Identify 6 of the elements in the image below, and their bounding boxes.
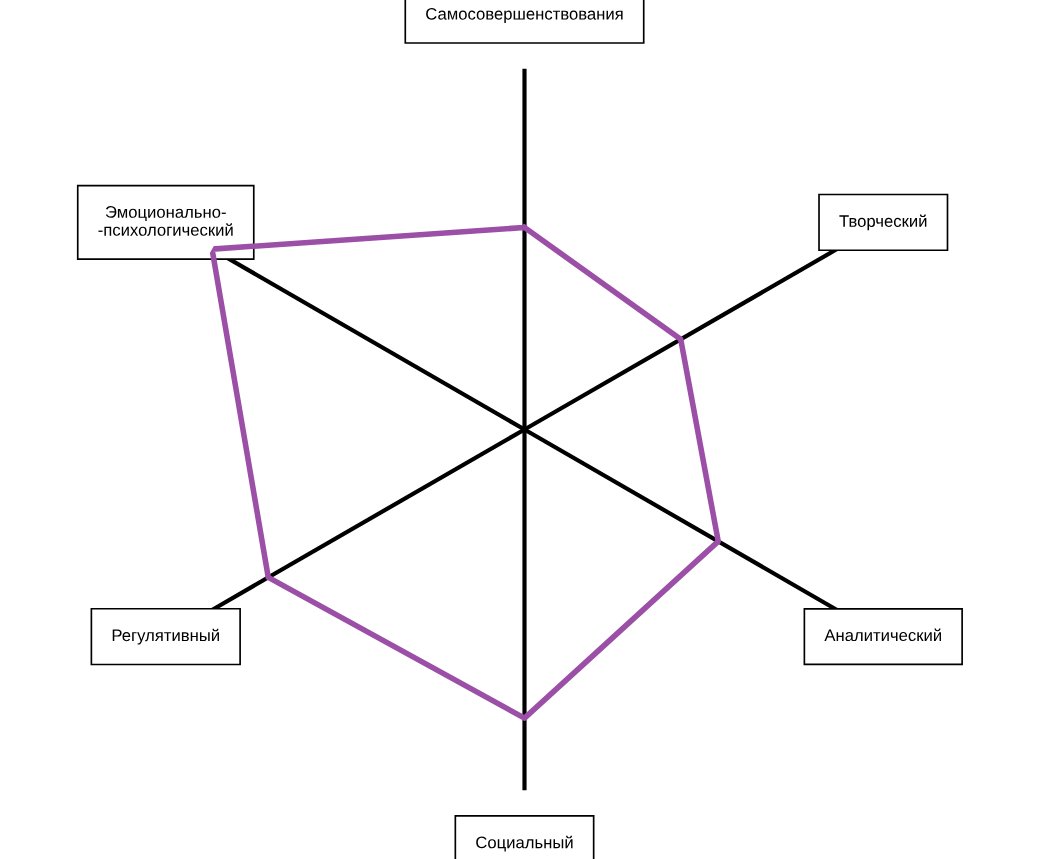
- spoke-label: Эмоционально- -психологический: [98, 206, 233, 236]
- spoke-label: Самосовершенствования: [426, 7, 623, 24]
- spoke-label: Творческий: [839, 214, 927, 231]
- spoke-label: Социальный: [476, 835, 573, 852]
- spoke-label: Регулятивный: [112, 628, 219, 645]
- spoke-label: Аналитический: [824, 628, 941, 642]
